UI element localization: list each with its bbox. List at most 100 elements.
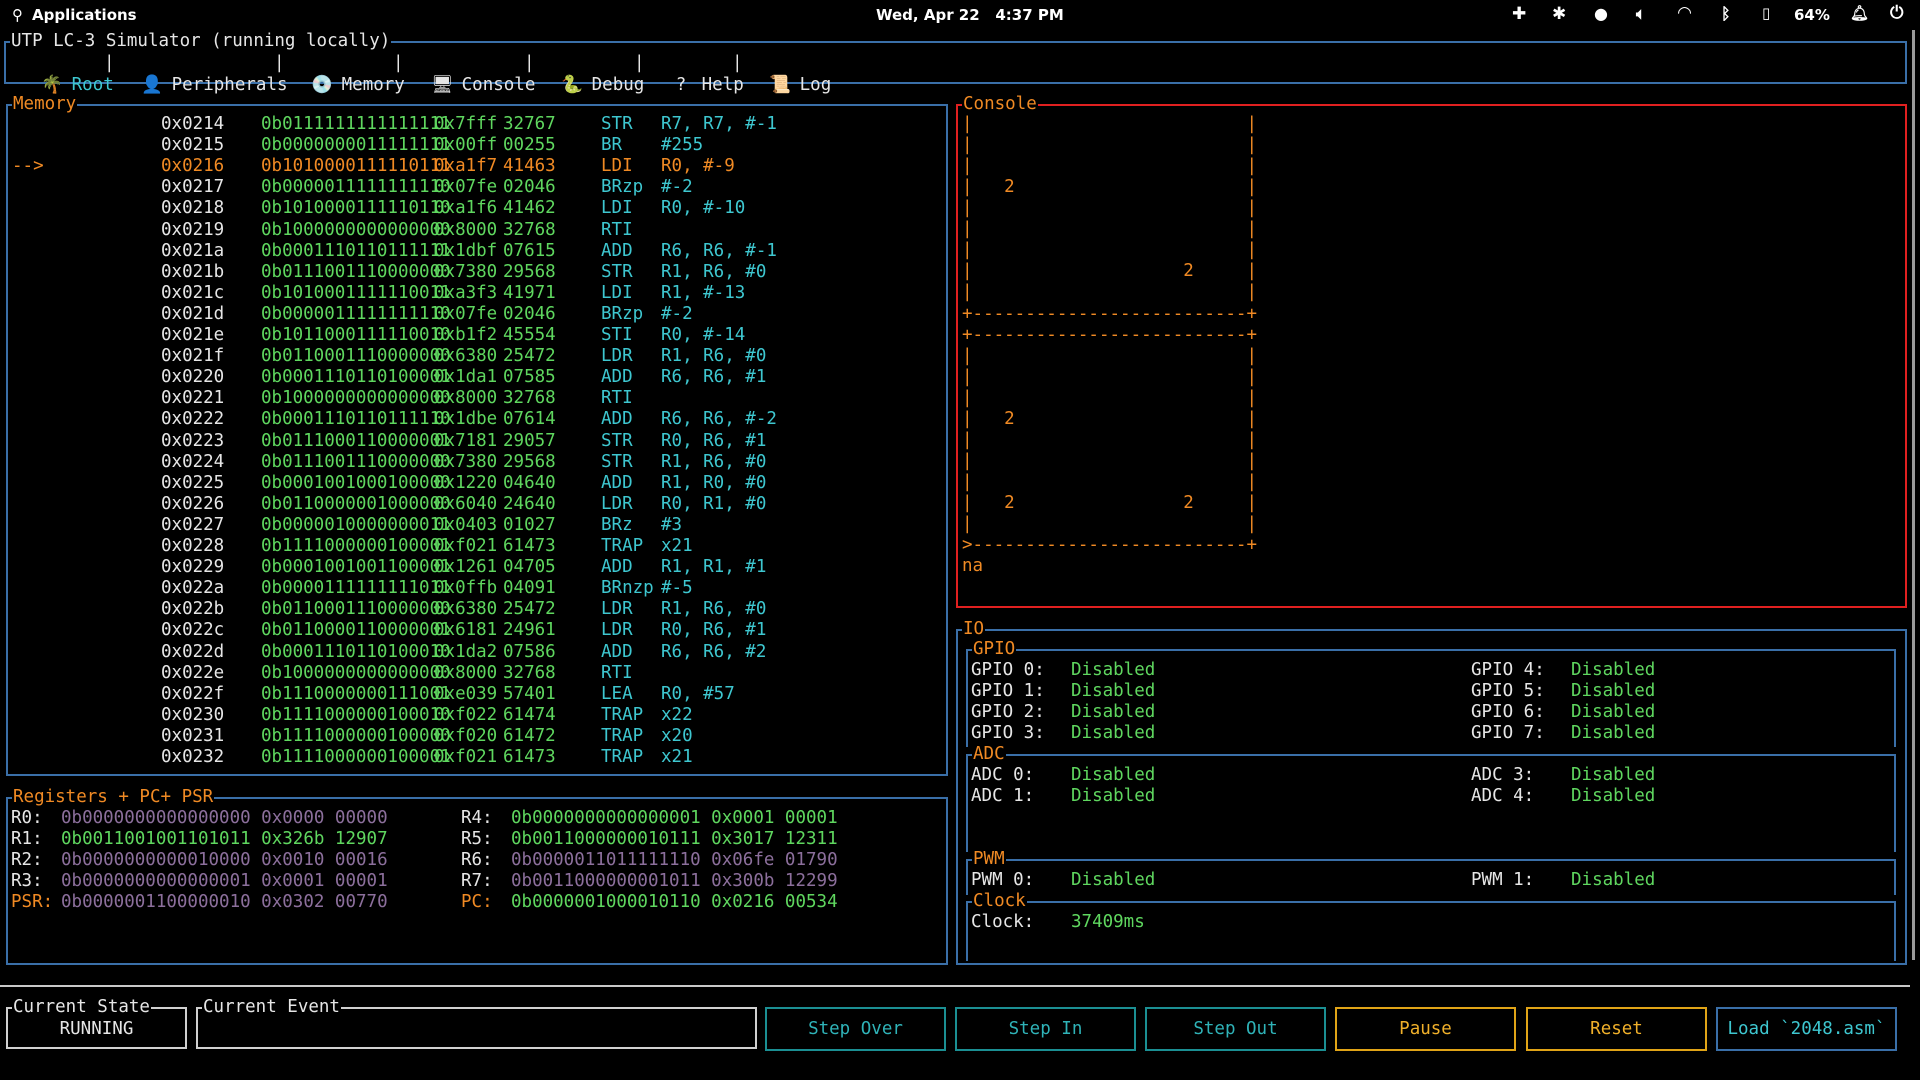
tab-label: Log [799, 75, 832, 95]
step-over-button[interactable]: Step Over [765, 1007, 946, 1051]
memory-operands: x21 [661, 747, 693, 767]
memory-operands: #-2 [661, 303, 693, 324]
memory-operands: #255 [661, 135, 704, 156]
memory-row[interactable]: 0x021b 0b0111001110000000 0x7380 29568 STR R1… [0, 262, 940, 283]
clock-datetime[interactable]: Wed, Apr 22 4:37 PM [876, 6, 1064, 24]
gamepad-icon[interactable]: ✚ [1512, 4, 1527, 24]
memory-opcode: STR [601, 261, 633, 282]
load-program-button[interactable]: Load `2048.asm` [1716, 1007, 1897, 1051]
memory-row[interactable]: 0x0222 0b0001110110111110 0x1dbe 07614 ADD R6… [0, 409, 940, 430]
tab-memory[interactable]: 💿 Memory [290, 52, 405, 95]
memory-row[interactable]: 0x0226 0b0110000001000000 0x6040 24640 LDR R0… [0, 494, 940, 515]
memory-hex: 0x7181 [434, 430, 498, 451]
tab-label: Console [461, 75, 536, 95]
memory-row[interactable]: 0x0219 0b1000000000000000 0x8000 32768 RTI [0, 220, 940, 241]
adc-title: ADC [972, 744, 1006, 764]
memory-row[interactable]: 0x0229 0b0001001001100001 0x1261 04705 ADD R1… [0, 557, 940, 578]
memory-row[interactable]: 0x0225 0b0001001000100000 0x1220 04640 ADD R1… [0, 473, 940, 494]
window-scrollbar[interactable] [1912, 30, 1915, 960]
console-line: | | [962, 345, 1258, 366]
memory-row[interactable]: 0x0221 0b1000000000000000 0x8000 32768 RTI [0, 388, 940, 409]
memory-row[interactable]: 0x021a 0b0001110110111111 0x1dbf 07615 ADD R6… [0, 241, 940, 262]
memory-decimal: 61472 [503, 725, 556, 746]
memory-row[interactable]: 0x0231 0b1111000000100000 0xf020 61472 TRAP x… [0, 726, 940, 747]
memory-address: 0x022e [161, 662, 225, 683]
memory-operands: x21 [661, 536, 693, 556]
memory-row[interactable]: --> 0x0216 0b1010000111110111 0xa1f7 41463 LD… [0, 156, 940, 177]
memory-row[interactable]: 0x021f 0b0110001110000000 0x6380 25472 LDR R1… [0, 346, 940, 367]
step-in-button[interactable]: Step In [955, 1007, 1136, 1051]
clock-value: 37409ms [1071, 912, 1145, 932]
memory-decimal: 07615 [503, 240, 556, 261]
memory-address: 0x0227 [161, 514, 225, 535]
memory-decimal: 07614 [503, 409, 556, 430]
memory-row[interactable]: 0x0223 0b0111000110000001 0x7181 29057 STR R0… [0, 431, 940, 452]
memory-row[interactable]: 0x0217 0b0000011111111110 0x07fe 02046 BRzp #… [0, 177, 940, 198]
search-icon[interactable]: ⚲ [12, 6, 23, 24]
memory-row[interactable]: 0x0227 0b0000010000000011 0x0403 01027 BRz #3 [0, 515, 940, 536]
register-value: 0b0000001000010110 0x0216 00534 [511, 892, 838, 913]
memory-row[interactable]: 0x0228 0b1111000000100001 0xf021 61473 TRAP x… [0, 536, 940, 557]
memory-row[interactable]: 0x022c 0b0110000110000001 0x6181 24961 LDR R0… [0, 620, 940, 641]
tab-label: Debug [591, 75, 645, 95]
memory-row[interactable]: 0x021e 0b1011000111110010 0xb1f2 45554 STI R0… [0, 325, 940, 346]
current-state-title: Current State [12, 997, 151, 1017]
memory-hex: 0x1261 [434, 557, 498, 578]
gpio-status: Disabled [1071, 723, 1156, 744]
tab-peripherals[interactable]: 👤 Peripherals [120, 52, 287, 95]
adc-status: Disabled [1571, 765, 1656, 785]
bluetooth-icon[interactable]: ᛒ [1721, 4, 1731, 23]
memory-row[interactable]: 0x022a 0b0000111111111011 0x0ffb 04091 BRnzp… [0, 578, 940, 599]
memory-row[interactable]: 0x022b 0b0110001110000000 0x6380 25472 LDR R1… [0, 599, 940, 620]
memory-row[interactable]: 0x0218 0b1010000111110110 0xa1f6 41462 LDI R0… [0, 198, 940, 219]
adc-status: Disabled [1571, 786, 1656, 807]
memory-row[interactable]: 0x0214 0b0111111111111111 0x7fff 32767 STR R7… [0, 114, 940, 135]
gpio-status: Disabled [1571, 660, 1656, 680]
memory-opcode: RTI [601, 388, 633, 409]
memory-row[interactable]: 0x022d 0b0001110110100010 0x1da2 07586 ADD R6… [0, 642, 940, 663]
applications-menu[interactable]: Applications [32, 6, 137, 24]
memory-operands: R0, #57 [661, 683, 735, 704]
console-line: +--------------------------+ [962, 324, 1258, 345]
memory-row[interactable]: 0x0230 0b1111000000100010 0xf022 61474 TRAP x… [0, 705, 940, 726]
memory-binary: 0b0000011111111110 [261, 177, 451, 198]
wifi-icon[interactable]: ◠ [1678, 3, 1692, 23]
register-value: 0b0011000000001011 0x300b 12299 [511, 871, 838, 892]
tab-separator: | [524, 53, 535, 73]
memory-opcode: LDR [601, 599, 633, 620]
gpio-title: GPIO [972, 639, 1017, 659]
memory-row[interactable]: 0x022f 0b1110000000111001 0xe039 57401 LEA R0… [0, 684, 940, 705]
current-state-box: Current State RUNNING [6, 997, 187, 1049]
gpio-label: GPIO 2: [971, 702, 1045, 723]
tab-separator: | [634, 53, 645, 73]
battery-icon[interactable]: ▯ [1762, 4, 1771, 22]
volume-icon[interactable]: 🔈︎ [1636, 4, 1646, 23]
pause-button[interactable]: Pause [1335, 1007, 1516, 1051]
memory-row[interactable]: 0x0215 0b0000000011111111 0x00ff 00255 BR #25… [0, 135, 940, 156]
memory-row[interactable]: 0x0220 0b0001110110100001 0x1da1 07585 ADD R6… [0, 367, 940, 388]
notification-bell-icon[interactable]: 🔔︎ [1850, 4, 1870, 22]
tab-help[interactable]: ? Help [650, 52, 744, 95]
console-line: | 2 | [962, 261, 1258, 282]
memory-row[interactable]: 0x0232 0b1111000000100001 0xf021 61473 TRAP x… [0, 747, 940, 768]
tab-log[interactable]: 📜 Log [748, 52, 831, 95]
memory-row[interactable]: 0x022e 0b1000000000000000 0x8000 32768 RTI [0, 663, 940, 684]
gpio-label: GPIO 1: [971, 681, 1045, 702]
tab-console[interactable]: 🖥 Console [410, 52, 535, 95]
tab-root[interactable]: 🌴 Root [20, 52, 114, 95]
tab-debug[interactable]: 🐍 Debug [540, 52, 644, 95]
memory-row[interactable]: 0x021d 0b0000011111111110 0x07fe 02046 BRzp #… [0, 304, 940, 325]
memory-decimal: 00255 [503, 135, 556, 156]
power-icon[interactable]: ⏻ [1890, 3, 1904, 23]
reset-button[interactable]: Reset [1526, 1007, 1707, 1051]
microphone-icon[interactable]: ● [1594, 4, 1608, 23]
slack-icon[interactable]: ✱ [1552, 4, 1567, 24]
memory-address: 0x0215 [161, 135, 225, 156]
memory-row[interactable]: 0x021c 0b1010001111110011 0xa3f3 41971 LDI R1… [0, 283, 940, 304]
registers-title: Registers + PC+ PSR [12, 787, 215, 807]
memory-row[interactable]: 0x0224 0b0111001110000000 0x7380 29568 STR R1… [0, 452, 940, 473]
memory-opcode: RTI [601, 219, 633, 240]
memory-address: 0x0226 [161, 493, 225, 514]
step-out-button[interactable]: Step Out [1145, 1007, 1326, 1051]
register-name: R1: [11, 829, 43, 850]
